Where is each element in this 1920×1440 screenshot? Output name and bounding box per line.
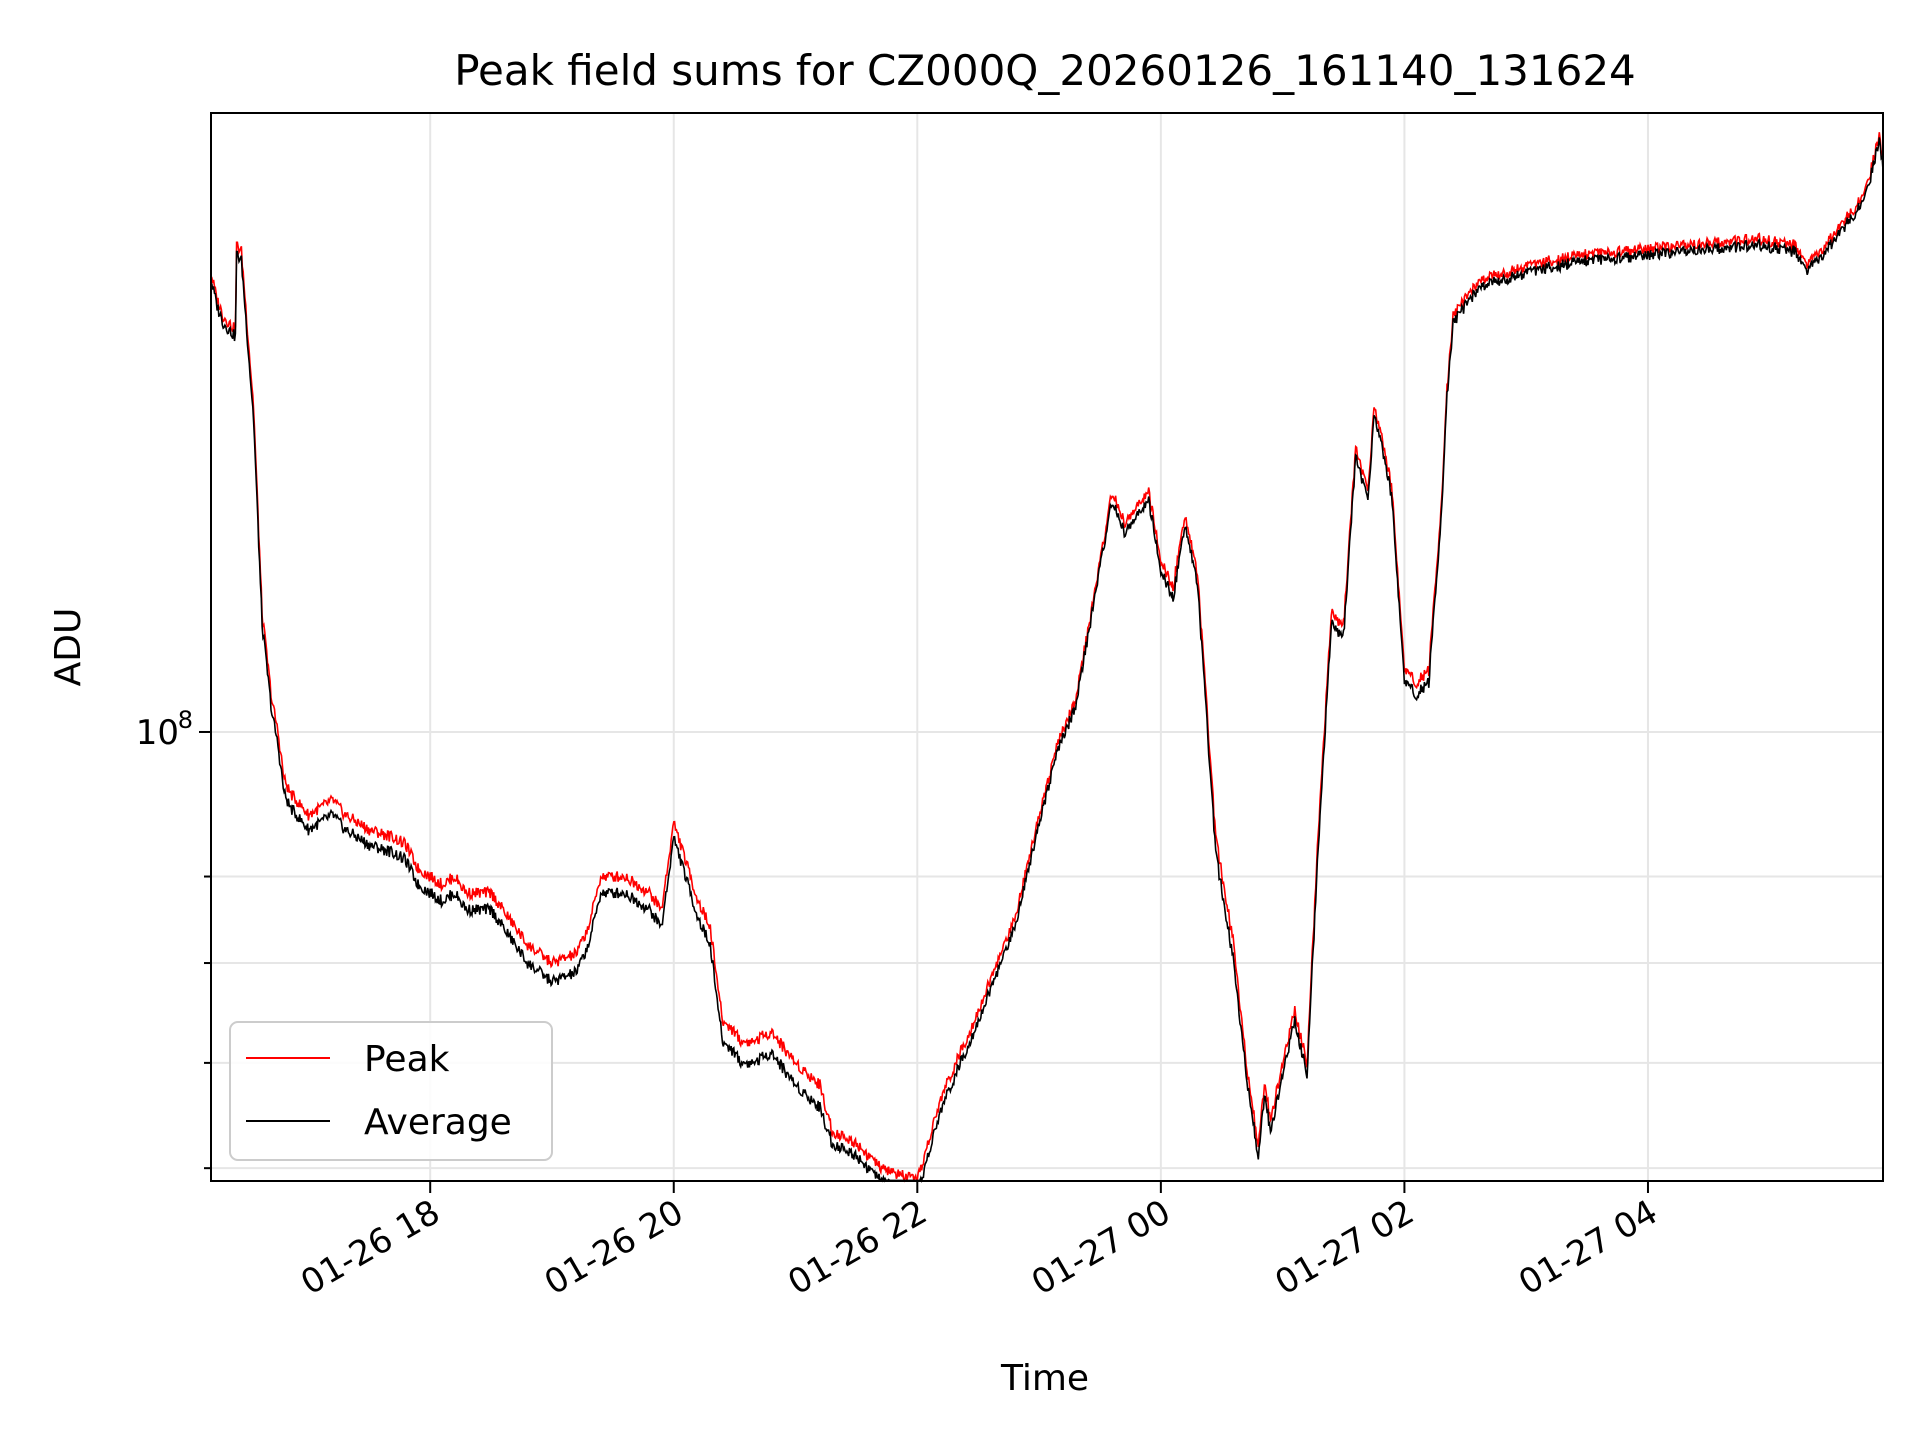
x-tick-label: 01-27 02 <box>1269 1192 1421 1303</box>
chart-title: Peak field sums for CZ000Q_20260126_1611… <box>454 46 1636 95</box>
x-tick-label: 01-27 00 <box>1025 1192 1177 1303</box>
grid-lines <box>211 113 1883 1181</box>
x-axis: 01-26 18 01-26 20 01-26 22 01-27 00 01-27 02… <box>294 1181 1664 1303</box>
x-tick-label: 01-26 22 <box>781 1192 933 1303</box>
legend-box <box>229 1021 553 1161</box>
plot-frame <box>210 112 1884 1182</box>
x-tick-label: 01-27 04 <box>1512 1192 1664 1303</box>
legend-label-peak: Peak <box>364 1039 450 1080</box>
y-axis-label: ADU <box>48 608 89 687</box>
legend: Peak Average <box>229 1021 553 1161</box>
x-tick-label: 01-26 20 <box>538 1192 690 1303</box>
series-line-average <box>210 137 1884 1184</box>
series-lines <box>210 132 1884 1184</box>
legend-label-average: Average <box>364 1102 512 1143</box>
series-line-peak <box>210 132 1884 1183</box>
y-tick-label: 10 <box>136 713 179 753</box>
x-tick-label: 01-26 18 <box>294 1192 446 1303</box>
y-tick-exponent: 8 <box>178 706 193 734</box>
y-axis: 108 <box>136 706 211 1170</box>
x-axis-label: Time <box>1000 1358 1089 1399</box>
